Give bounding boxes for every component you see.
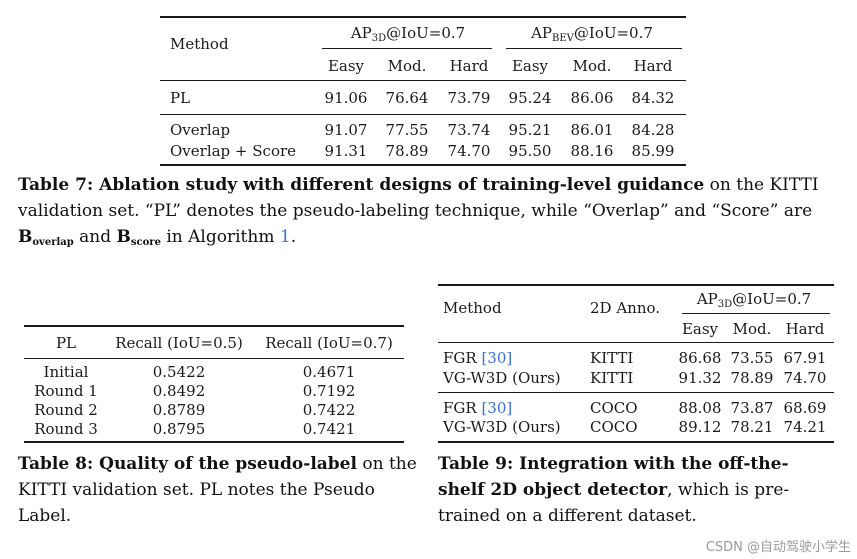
- t7-col-hard2: Hard: [634, 57, 673, 75]
- t9-col-mod: Mod.: [733, 320, 772, 338]
- t9-anno-header: 2D Anno.: [590, 299, 660, 317]
- t9-col-hard: Hard: [786, 320, 825, 338]
- t8-pl-header: PL: [56, 334, 76, 352]
- t7-col-hard: Hard: [450, 57, 489, 75]
- t9-col-easy: Easy: [682, 320, 718, 338]
- t8-caption: Table 8: Quality of the pseudo-label on …: [18, 451, 422, 529]
- t7-col-mod: Mod.: [388, 57, 427, 75]
- t7-method-header: Method: [170, 35, 229, 53]
- algorithm-ref-link[interactable]: 1: [280, 227, 291, 247]
- citation-link[interactable]: [30]: [481, 399, 512, 417]
- t8-recall05-header: Recall (IoU=0.5): [115, 334, 243, 352]
- t7-col-easy: Easy: [328, 57, 364, 75]
- watermark: CSDN @自动驾驶小学生: [706, 536, 851, 555]
- t7-apbev-header: APBEV@IoU=0.7: [531, 24, 653, 42]
- t9-method-header: Method: [443, 299, 502, 317]
- t7-ap3d-header: AP3D@IoU=0.7: [351, 24, 465, 42]
- t8-recall07-header: Recall (IoU=0.7): [265, 334, 393, 352]
- t9-caption: Table 9: Integration with the off-the-sh…: [438, 451, 834, 529]
- t9-ap3d-header: AP3D@IoU=0.7: [697, 290, 811, 308]
- t7-col-easy2: Easy: [512, 57, 548, 75]
- citation-link[interactable]: [30]: [481, 349, 512, 367]
- t7-caption: Table 7: Ablation study with different d…: [18, 172, 838, 250]
- t7-col-mod2: Mod.: [573, 57, 612, 75]
